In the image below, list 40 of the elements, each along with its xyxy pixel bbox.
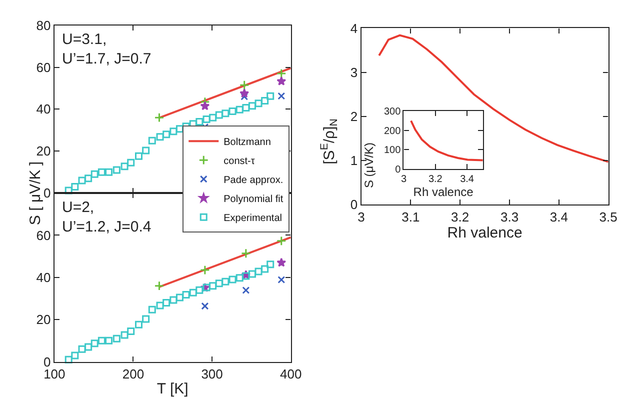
- y-tick-label: 60: [36, 228, 51, 243]
- legend-label: Pade approx.: [224, 174, 284, 186]
- x-axis-title: Rh valence: [447, 224, 522, 242]
- y-tick-label: 60: [36, 60, 51, 75]
- y-tick-label: 2: [350, 108, 358, 124]
- x-tick-label: 3.2: [451, 209, 470, 224]
- y-tick-label: 0: [43, 186, 51, 201]
- x-tick-label: 3.2: [428, 174, 443, 186]
- x-tick-label: 400: [280, 366, 302, 382]
- x-tick-label: 300: [201, 366, 223, 382]
- y-tick-label: 200: [384, 126, 402, 137]
- y-tick-label: 80: [36, 18, 51, 33]
- x-tick-label: 3.4: [460, 174, 474, 186]
- annotation: U=3.1, U’=1.7, J=0.7: [62, 31, 152, 68]
- y-tick-label: 40: [36, 102, 51, 117]
- y-tick-label: 0: [395, 164, 402, 176]
- y-tick-label: 4: [350, 20, 358, 36]
- y-tick-label: 0: [350, 197, 358, 212]
- y-tick-label: 3: [350, 64, 358, 80]
- annotation: U=2, U’=1.2, J=0.4: [62, 199, 152, 236]
- y-tick-label: 0: [43, 354, 51, 370]
- y-tick-label: 20: [36, 312, 51, 328]
- legend-label: const-τ: [224, 156, 255, 167]
- x-axis-title: T [K]: [156, 380, 188, 398]
- y-tick-label: 300: [384, 106, 402, 118]
- x-axis-title: Rh valence: [413, 185, 474, 200]
- x-tick-label: 200: [122, 366, 144, 382]
- y-tick-label: 100: [384, 145, 402, 156]
- legend-label: Polynomial fit: [224, 194, 284, 205]
- legend-label: Boltzmann: [224, 136, 271, 148]
- y-axis-title: S (μV/K): [362, 142, 376, 188]
- legend-label: Experimental: [224, 212, 282, 224]
- x-tick-label: 3.3: [500, 209, 519, 224]
- y-tick-label: 40: [36, 270, 51, 285]
- y-axis-title: S [ μV/K ]: [26, 161, 44, 226]
- y-tick-label: 1: [350, 153, 358, 168]
- x-tick-label: 3.4: [550, 209, 568, 224]
- x-tick-label: 3.1: [402, 209, 420, 224]
- y-tick-label: 20: [36, 144, 51, 159]
- x-tick-label: 3.5: [599, 209, 618, 224]
